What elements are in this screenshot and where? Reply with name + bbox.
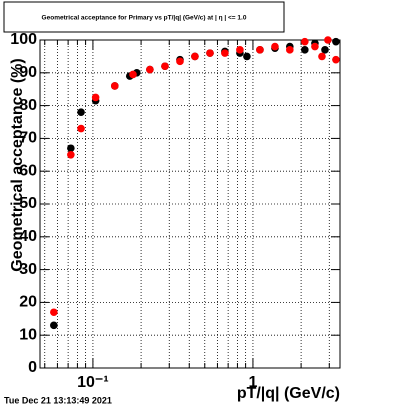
data-point — [110, 82, 119, 90]
y-tick-label: 0 — [28, 359, 37, 376]
x-axis-title: pT/|q| (GeV/c) — [237, 385, 340, 402]
data-point — [286, 46, 294, 54]
y-axis-title: Geometrical acceptance (%) — [9, 58, 26, 271]
y-tick-label: 90 — [19, 64, 37, 81]
data-point — [67, 144, 75, 153]
data-point — [146, 65, 154, 74]
y-tick-label: 80 — [19, 97, 37, 114]
data-point — [332, 37, 340, 46]
y-tick-label: 60 — [19, 162, 37, 179]
data-point — [311, 42, 319, 51]
data-point — [77, 124, 85, 133]
data-point — [221, 49, 229, 57]
y-tick-label: 10 — [19, 326, 37, 343]
data-point — [191, 52, 199, 61]
data-point — [236, 46, 244, 54]
title-box — [3, 1, 285, 33]
x-tick-label: 1 — [248, 374, 257, 391]
footer: Tue Dec 21 13:13:49 2021 — [4, 395, 112, 405]
data-point — [129, 70, 137, 79]
data-point — [301, 37, 309, 46]
data-point — [161, 62, 169, 71]
data-point — [256, 46, 264, 54]
data-point — [332, 55, 340, 64]
chart-title: Geometrical acceptance for Primary vs pT… — [42, 15, 247, 22]
data-point — [321, 46, 329, 54]
data-point — [91, 93, 100, 102]
y-tick-label: 70 — [19, 130, 37, 147]
y-tick-label: 30 — [19, 261, 37, 278]
y-tick-label: 40 — [19, 228, 37, 245]
data-point — [301, 46, 309, 54]
y-tick-label: 50 — [19, 195, 37, 212]
data-point — [50, 308, 58, 317]
y-tick-label: 100 — [10, 31, 37, 48]
data-point — [67, 151, 75, 159]
data-point — [318, 52, 326, 61]
data-point — [243, 52, 251, 61]
data-point — [77, 108, 85, 116]
data-point — [50, 321, 58, 330]
data-point — [176, 57, 184, 66]
data-point — [271, 42, 279, 51]
y-tick-label: 20 — [19, 294, 37, 311]
data-point — [206, 49, 214, 57]
data-point — [324, 36, 332, 44]
x-tick-label: 10⁻¹ — [77, 374, 109, 391]
